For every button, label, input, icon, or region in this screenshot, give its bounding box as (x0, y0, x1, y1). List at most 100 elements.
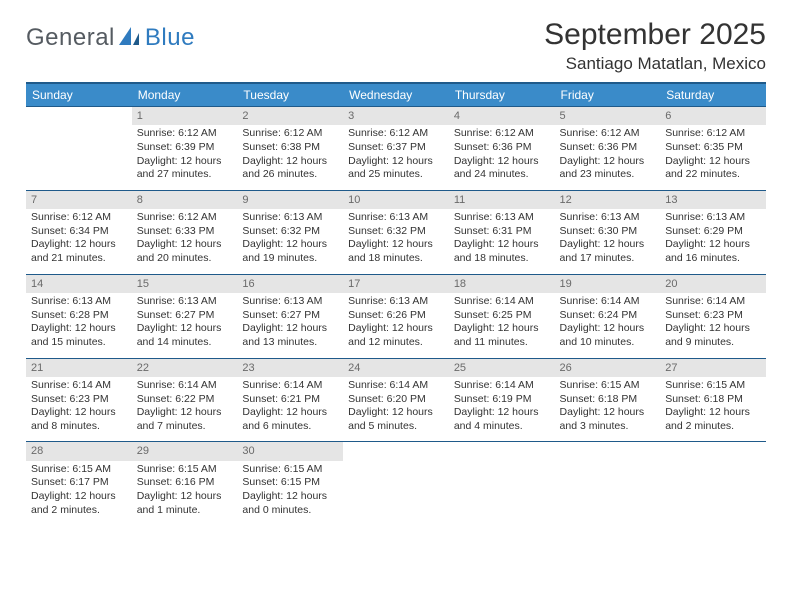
calendar-day-cell: 10Sunrise: 6:13 AMSunset: 6:32 PMDayligh… (343, 190, 449, 274)
calendar-day-cell: 13Sunrise: 6:13 AMSunset: 6:29 PMDayligh… (660, 190, 766, 274)
sunrise-text: Sunrise: 6:12 AM (137, 211, 233, 225)
day-number: 1 (132, 107, 238, 125)
calendar-week-row: 28Sunrise: 6:15 AMSunset: 6:17 PMDayligh… (26, 442, 766, 525)
daylight-text: Daylight: 12 hours and 12 minutes. (348, 322, 444, 349)
sunset-text: Sunset: 6:16 PM (137, 476, 233, 490)
day-body: Sunrise: 6:12 AMSunset: 6:38 PMDaylight:… (237, 125, 343, 190)
day-number: 25 (449, 359, 555, 377)
calendar-table: Sunday Monday Tuesday Wednesday Thursday… (26, 82, 766, 525)
sunset-text: Sunset: 6:24 PM (560, 309, 656, 323)
daylight-text: Daylight: 12 hours and 6 minutes. (242, 406, 338, 433)
sunset-text: Sunset: 6:27 PM (137, 309, 233, 323)
sunrise-text: Sunrise: 6:13 AM (454, 211, 550, 225)
day-body (555, 446, 661, 510)
calendar-day-cell: 26Sunrise: 6:15 AMSunset: 6:18 PMDayligh… (555, 358, 661, 442)
calendar-day-cell: 21Sunrise: 6:14 AMSunset: 6:23 PMDayligh… (26, 358, 132, 442)
day-body: Sunrise: 6:13 AMSunset: 6:27 PMDaylight:… (237, 293, 343, 358)
daylight-text: Daylight: 12 hours and 15 minutes. (31, 322, 127, 349)
day-body: Sunrise: 6:12 AMSunset: 6:36 PMDaylight:… (555, 125, 661, 190)
day-number: 3 (343, 107, 449, 125)
day-body: Sunrise: 6:14 AMSunset: 6:21 PMDaylight:… (237, 377, 343, 442)
calendar-day-cell: 28Sunrise: 6:15 AMSunset: 6:17 PMDayligh… (26, 442, 132, 525)
sunset-text: Sunset: 6:15 PM (242, 476, 338, 490)
sunset-text: Sunset: 6:17 PM (31, 476, 127, 490)
sunset-text: Sunset: 6:31 PM (454, 225, 550, 239)
day-body: Sunrise: 6:14 AMSunset: 6:24 PMDaylight:… (555, 293, 661, 358)
daylight-text: Daylight: 12 hours and 8 minutes. (31, 406, 127, 433)
calendar-day-cell: 18Sunrise: 6:14 AMSunset: 6:25 PMDayligh… (449, 274, 555, 358)
day-number: 4 (449, 107, 555, 125)
sunrise-text: Sunrise: 6:13 AM (137, 295, 233, 309)
daylight-text: Daylight: 12 hours and 23 minutes. (560, 155, 656, 182)
daylight-text: Daylight: 12 hours and 20 minutes. (137, 238, 233, 265)
calendar-day-cell (26, 107, 132, 191)
calendar-day-cell: 23Sunrise: 6:14 AMSunset: 6:21 PMDayligh… (237, 358, 343, 442)
day-number: 29 (132, 442, 238, 460)
weekday-header: Monday (132, 83, 238, 107)
sunset-text: Sunset: 6:27 PM (242, 309, 338, 323)
sunset-text: Sunset: 6:18 PM (560, 393, 656, 407)
sunrise-text: Sunrise: 6:13 AM (348, 295, 444, 309)
day-number: 20 (660, 275, 766, 293)
day-body: Sunrise: 6:12 AMSunset: 6:34 PMDaylight:… (26, 209, 132, 274)
sunrise-text: Sunrise: 6:15 AM (242, 463, 338, 477)
day-body: Sunrise: 6:13 AMSunset: 6:32 PMDaylight:… (343, 209, 449, 274)
sunset-text: Sunset: 6:28 PM (31, 309, 127, 323)
weekday-header: Sunday (26, 83, 132, 107)
calendar-day-cell: 9Sunrise: 6:13 AMSunset: 6:32 PMDaylight… (237, 190, 343, 274)
day-number: 26 (555, 359, 661, 377)
day-number: 7 (26, 191, 132, 209)
sunset-text: Sunset: 6:38 PM (242, 141, 338, 155)
day-body: Sunrise: 6:12 AMSunset: 6:39 PMDaylight:… (132, 125, 238, 190)
sunset-text: Sunset: 6:22 PM (137, 393, 233, 407)
calendar-day-cell: 27Sunrise: 6:15 AMSunset: 6:18 PMDayligh… (660, 358, 766, 442)
daylight-text: Daylight: 12 hours and 18 minutes. (348, 238, 444, 265)
day-number: 6 (660, 107, 766, 125)
day-body: Sunrise: 6:13 AMSunset: 6:31 PMDaylight:… (449, 209, 555, 274)
daylight-text: Daylight: 12 hours and 22 minutes. (665, 155, 761, 182)
day-body (449, 446, 555, 510)
sunset-text: Sunset: 6:30 PM (560, 225, 656, 239)
sunrise-text: Sunrise: 6:14 AM (31, 379, 127, 393)
day-number: 16 (237, 275, 343, 293)
calendar-day-cell (555, 442, 661, 525)
day-number: 9 (237, 191, 343, 209)
daylight-text: Daylight: 12 hours and 25 minutes. (348, 155, 444, 182)
calendar-day-cell: 6Sunrise: 6:12 AMSunset: 6:35 PMDaylight… (660, 107, 766, 191)
calendar-day-cell: 17Sunrise: 6:13 AMSunset: 6:26 PMDayligh… (343, 274, 449, 358)
day-number: 21 (26, 359, 132, 377)
daylight-text: Daylight: 12 hours and 19 minutes. (242, 238, 338, 265)
sunrise-text: Sunrise: 6:12 AM (665, 127, 761, 141)
daylight-text: Daylight: 12 hours and 10 minutes. (560, 322, 656, 349)
sunset-text: Sunset: 6:32 PM (242, 225, 338, 239)
title-block: September 2025 Santiago Matatlan, Mexico (544, 18, 766, 74)
day-body: Sunrise: 6:15 AMSunset: 6:18 PMDaylight:… (555, 377, 661, 442)
day-body: Sunrise: 6:14 AMSunset: 6:25 PMDaylight:… (449, 293, 555, 358)
sunrise-text: Sunrise: 6:12 AM (454, 127, 550, 141)
location: Santiago Matatlan, Mexico (544, 54, 766, 74)
calendar-day-cell: 24Sunrise: 6:14 AMSunset: 6:20 PMDayligh… (343, 358, 449, 442)
calendar-day-cell: 1Sunrise: 6:12 AMSunset: 6:39 PMDaylight… (132, 107, 238, 191)
sunset-text: Sunset: 6:36 PM (454, 141, 550, 155)
day-body: Sunrise: 6:13 AMSunset: 6:28 PMDaylight:… (26, 293, 132, 358)
sunrise-text: Sunrise: 6:15 AM (31, 463, 127, 477)
day-body: Sunrise: 6:15 AMSunset: 6:17 PMDaylight:… (26, 461, 132, 526)
daylight-text: Daylight: 12 hours and 27 minutes. (137, 155, 233, 182)
page: General Blue September 2025 Santiago Mat… (0, 0, 792, 525)
sunrise-text: Sunrise: 6:13 AM (348, 211, 444, 225)
day-body: Sunrise: 6:13 AMSunset: 6:30 PMDaylight:… (555, 209, 661, 274)
sunset-text: Sunset: 6:34 PM (31, 225, 127, 239)
daylight-text: Daylight: 12 hours and 16 minutes. (665, 238, 761, 265)
weekday-header: Thursday (449, 83, 555, 107)
calendar-day-cell: 3Sunrise: 6:12 AMSunset: 6:37 PMDaylight… (343, 107, 449, 191)
day-body: Sunrise: 6:15 AMSunset: 6:15 PMDaylight:… (237, 461, 343, 526)
weekday-header: Saturday (660, 83, 766, 107)
sunset-text: Sunset: 6:39 PM (137, 141, 233, 155)
day-number: 11 (449, 191, 555, 209)
calendar-week-row: 21Sunrise: 6:14 AMSunset: 6:23 PMDayligh… (26, 358, 766, 442)
daylight-text: Daylight: 12 hours and 1 minute. (137, 490, 233, 517)
sunset-text: Sunset: 6:32 PM (348, 225, 444, 239)
calendar-day-cell: 11Sunrise: 6:13 AMSunset: 6:31 PMDayligh… (449, 190, 555, 274)
daylight-text: Daylight: 12 hours and 11 minutes. (454, 322, 550, 349)
day-number: 18 (449, 275, 555, 293)
